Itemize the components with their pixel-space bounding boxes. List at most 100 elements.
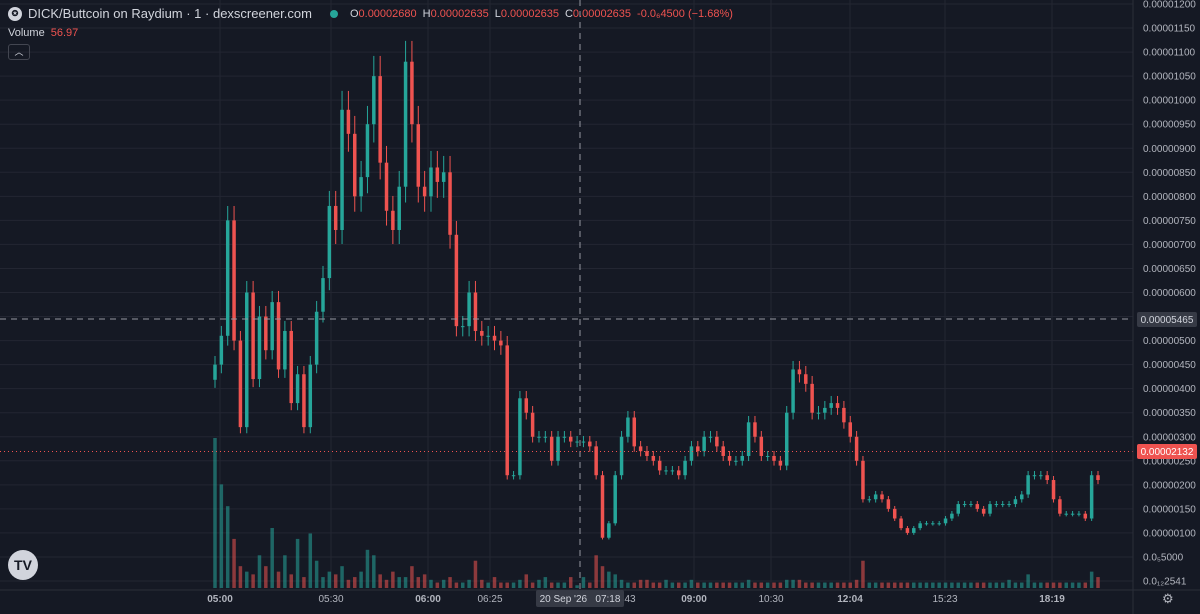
chart-title: DICK/Buttcoin on Raydium · 1 · dexscreen… bbox=[28, 6, 312, 21]
candle-body bbox=[518, 398, 522, 476]
candle-body bbox=[511, 475, 516, 477]
candle-body bbox=[372, 76, 376, 125]
candle-body bbox=[1026, 475, 1030, 495]
candle-body bbox=[784, 412, 789, 466]
volume-bar bbox=[657, 582, 662, 588]
candle-body bbox=[1051, 480, 1056, 500]
price-tick-label: 0.00001050 bbox=[1143, 72, 1196, 83]
volume-bar bbox=[835, 582, 840, 588]
candle-body bbox=[905, 528, 910, 533]
volume-bar bbox=[892, 582, 897, 588]
volume-bars bbox=[213, 438, 1100, 588]
volume-bar bbox=[575, 585, 579, 588]
candle-body bbox=[276, 302, 281, 370]
candle-body bbox=[619, 436, 624, 476]
volume-bar bbox=[1070, 582, 1075, 588]
time-tick-label: 43 bbox=[624, 594, 636, 605]
candle-body bbox=[353, 133, 357, 197]
candle-body bbox=[378, 76, 382, 163]
candle-body bbox=[880, 494, 884, 500]
gear-icon[interactable]: ⚙ bbox=[1162, 591, 1174, 606]
candle-body bbox=[422, 186, 427, 197]
candle-body bbox=[359, 177, 363, 197]
volume-bar bbox=[378, 574, 382, 588]
high-label: H bbox=[422, 7, 431, 20]
volume-bar bbox=[626, 582, 630, 588]
volume-bar bbox=[1032, 582, 1037, 588]
volume-bar bbox=[1020, 582, 1024, 588]
volume-bar bbox=[1096, 577, 1100, 588]
volume-bar bbox=[302, 577, 306, 588]
candle-body bbox=[867, 499, 872, 501]
price-tick-label: 0.00000800 bbox=[1143, 192, 1196, 203]
candle-body bbox=[1058, 499, 1062, 514]
candle-body bbox=[816, 412, 821, 414]
candle-body bbox=[232, 220, 236, 341]
volume-bar bbox=[251, 574, 255, 588]
volume-bar bbox=[950, 582, 954, 588]
candle-body bbox=[759, 436, 764, 456]
volume-bar bbox=[276, 571, 281, 588]
candle-body bbox=[899, 518, 903, 529]
volume-bar bbox=[562, 582, 567, 588]
price-tick-label: 0.00000600 bbox=[1143, 288, 1196, 299]
candle-body bbox=[1070, 513, 1075, 515]
candle-body bbox=[435, 167, 440, 182]
price-tick-label: 0.0₁₂2541 bbox=[1143, 577, 1187, 588]
candle-body bbox=[835, 403, 840, 408]
volume-bar bbox=[232, 538, 236, 588]
volume-bar bbox=[956, 582, 960, 588]
volume-bar bbox=[213, 438, 217, 588]
volume-bar bbox=[600, 566, 605, 588]
crosshair-price-box bbox=[1137, 312, 1197, 327]
collapse-legend-button[interactable]: ︿ bbox=[8, 44, 30, 60]
volume-bar bbox=[308, 533, 313, 588]
close-value: 0.00002635 bbox=[572, 7, 632, 20]
volume-bar bbox=[283, 555, 287, 588]
candle-body bbox=[892, 508, 897, 519]
candle-body bbox=[473, 292, 478, 331]
volume-bar bbox=[613, 574, 617, 588]
volume-bar bbox=[981, 582, 986, 588]
volume-bar bbox=[346, 579, 351, 588]
time-axis[interactable]: 05:00 05:30 06:00 06:25 09:00 10:30 12:04 15:23… bbox=[207, 594, 1065, 605]
close-label: C bbox=[564, 7, 573, 20]
candle-body bbox=[505, 345, 509, 476]
chevron-up-icon: ︿ bbox=[14, 47, 24, 57]
volume-bar bbox=[727, 582, 732, 588]
candle-body bbox=[346, 109, 351, 134]
volume-bar bbox=[638, 579, 643, 588]
candle-body bbox=[810, 383, 814, 413]
volume-bar bbox=[988, 582, 992, 588]
candle-body bbox=[931, 523, 935, 525]
volume-bar bbox=[353, 577, 357, 588]
candle-body bbox=[708, 436, 713, 438]
price-tick-label: 0.00000900 bbox=[1143, 144, 1196, 155]
candle-body bbox=[410, 61, 414, 125]
volume-bar bbox=[810, 582, 814, 588]
volume-bar bbox=[365, 549, 370, 588]
price-tick-label: 0.00000500 bbox=[1143, 336, 1196, 347]
candlestick-series bbox=[213, 40, 1100, 540]
candle-body bbox=[454, 234, 459, 327]
candle-body bbox=[727, 455, 732, 461]
candle-body bbox=[524, 398, 529, 413]
tradingview-logo[interactable]: TV bbox=[8, 550, 38, 580]
price-axis[interactable]: 0.00001200 0.00001150 0.00001100 0.00001050… bbox=[1143, 0, 1196, 588]
candle-body bbox=[651, 455, 656, 461]
volume-bar bbox=[295, 538, 300, 588]
low-label: L bbox=[494, 7, 501, 20]
time-tick-label: 06:25 bbox=[477, 594, 502, 605]
price-tick-label: 0.00000200 bbox=[1143, 480, 1196, 491]
volume-bar bbox=[715, 582, 719, 588]
volume-bar bbox=[975, 582, 980, 588]
price-tick-label: 0.00000450 bbox=[1143, 360, 1196, 371]
candle-body bbox=[886, 499, 891, 509]
candle-body bbox=[480, 330, 484, 336]
candle-body bbox=[1007, 504, 1011, 506]
time-tick-label: 06:00 bbox=[415, 594, 441, 605]
volume-bar bbox=[1013, 582, 1018, 588]
volume-bar bbox=[581, 577, 586, 588]
volume-bar bbox=[829, 582, 833, 588]
